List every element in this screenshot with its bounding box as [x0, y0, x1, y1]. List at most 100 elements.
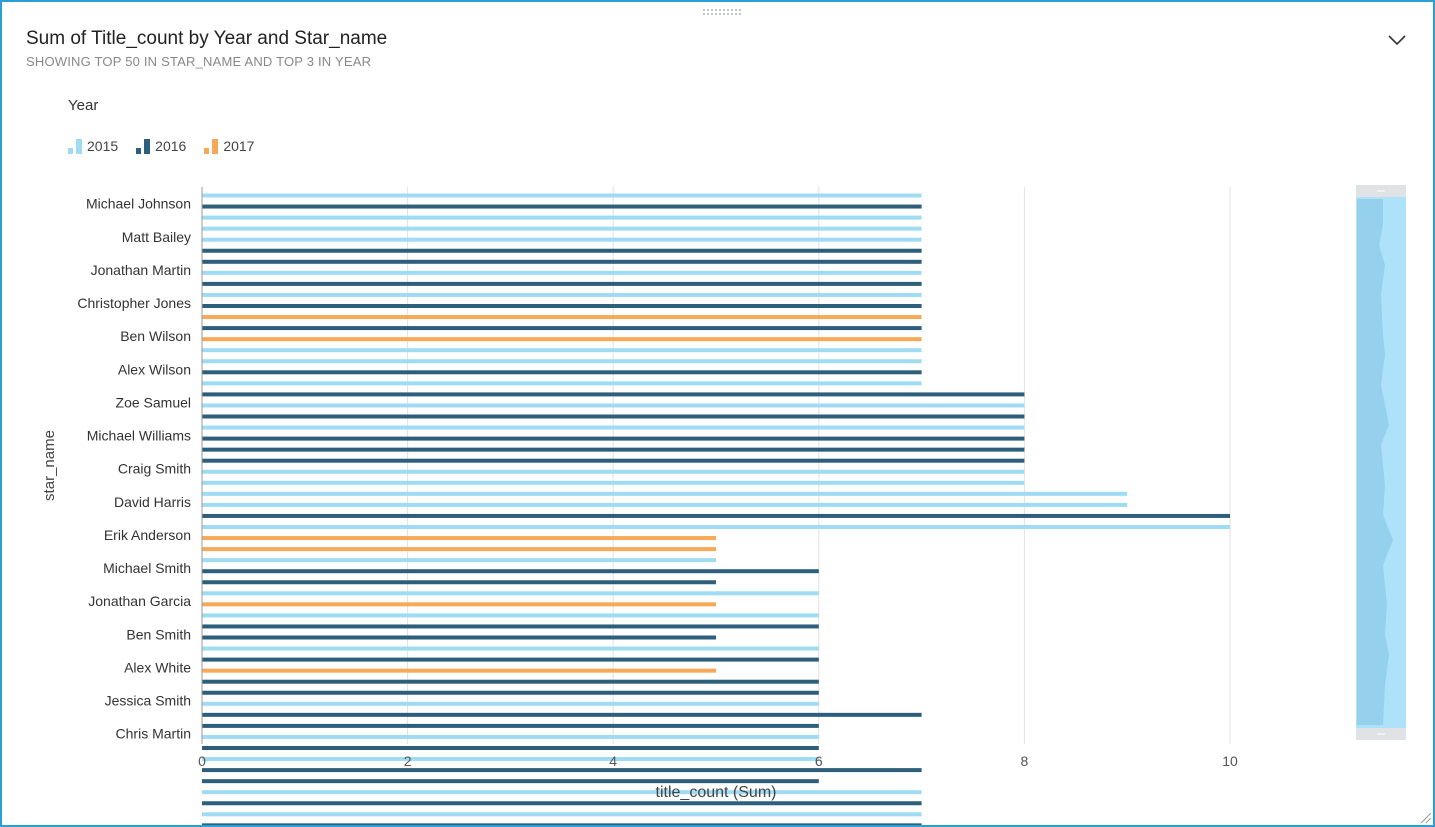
y-tick-label: Jessica Smith: [105, 693, 191, 709]
bar: [202, 381, 922, 386]
bar: [202, 591, 819, 596]
bar: [202, 480, 1025, 485]
scroll-preview: [1357, 199, 1393, 725]
bar: [202, 701, 819, 706]
bar: [202, 790, 922, 795]
bar: [202, 304, 922, 308]
bar: [202, 237, 922, 242]
y-tick-label: Erik Anderson: [104, 527, 191, 543]
bar: [202, 270, 922, 275]
legend-label: 2016: [155, 138, 187, 154]
bar: [202, 657, 819, 662]
chevron-down-icon[interactable]: [1386, 32, 1408, 48]
bar: [202, 580, 716, 585]
y-tick-label: Alex White: [124, 659, 191, 675]
resize-handle-icon[interactable]: [1418, 810, 1432, 824]
legend: 2015 2016 2017: [68, 138, 254, 154]
bar: [202, 569, 819, 574]
bar: [202, 337, 922, 342]
y-tick-label: Michael Smith: [103, 560, 191, 576]
legend-title: Year: [68, 97, 99, 114]
legend-swatch-icon: [136, 138, 151, 154]
drag-handle-icon[interactable]: [702, 8, 742, 18]
legend-swatch-icon: [68, 138, 83, 154]
bar: [202, 403, 1025, 408]
bar: [202, 679, 819, 684]
bar: [202, 436, 1025, 441]
bar: [202, 502, 1128, 507]
legend-label: 2015: [87, 138, 119, 154]
y-tick-label: Craig Smith: [118, 461, 191, 477]
x-tick-label: 6: [815, 753, 823, 769]
y-tick-label: Ben Wilson: [120, 328, 191, 344]
y-tick-label: David Harris: [114, 494, 191, 510]
legend-label: 2017: [223, 138, 255, 154]
bar: [202, 193, 922, 198]
y-axis-title: star_name: [41, 430, 58, 501]
bar: [202, 292, 922, 297]
y-tick-label: Michael Johnson: [86, 196, 191, 212]
x-tick-label: 10: [1222, 753, 1238, 769]
bar: [202, 635, 716, 640]
bar: [202, 690, 819, 695]
y-tick-label: Jonathan Garcia: [88, 593, 191, 609]
bar: [202, 425, 1025, 430]
bar: [202, 779, 819, 784]
y-tick-label: Matt Bailey: [122, 229, 191, 245]
legend-item-2016[interactable]: 2016: [136, 138, 186, 154]
x-tick-label: 8: [1021, 753, 1029, 769]
bar: [202, 248, 922, 253]
bar: [202, 204, 922, 209]
bar: [202, 348, 922, 353]
bar: [202, 812, 922, 817]
bar: [202, 734, 819, 739]
bar: [202, 746, 819, 750]
bar: [202, 259, 922, 264]
legend-swatch-icon: [204, 138, 219, 154]
x-tick-label: 4: [609, 753, 617, 769]
bar: [202, 414, 1025, 419]
bar: [202, 525, 1230, 529]
bar: [202, 801, 922, 806]
bar: [202, 281, 922, 286]
y-tick-label: Michael Williams: [87, 428, 191, 444]
legend-item-2015[interactable]: 2015: [68, 138, 118, 154]
y-tick-label: Ben Smith: [126, 626, 191, 642]
bar: [202, 326, 922, 331]
y-tick-label: Alex Wilson: [118, 361, 191, 377]
legend-item-2017[interactable]: 2017: [204, 138, 254, 154]
y-tick-label: Chris Martin: [116, 726, 191, 742]
x-tick-label: 0: [198, 753, 206, 769]
vertical-scrollbar[interactable]: [1355, 185, 1407, 740]
bar: [202, 757, 819, 762]
y-tick-label: Jonathan Martin: [91, 262, 191, 278]
bar: [202, 359, 922, 364]
bar: [202, 823, 922, 825]
bar: [202, 547, 716, 552]
x-tick-label: 2: [404, 753, 412, 769]
bar: [202, 469, 1025, 474]
bar: [202, 215, 922, 220]
bar: [202, 315, 922, 320]
y-tick-label: Zoe Samuel: [116, 394, 191, 410]
chart-title: Sum of Title_count by Year and Star_name: [26, 28, 388, 49]
bar: [202, 226, 922, 231]
y-tick-label: Christopher Jones: [77, 295, 191, 311]
bar: [202, 370, 922, 375]
bar: [202, 458, 1025, 463]
bar: [202, 536, 716, 541]
x-axis-title: title_count (Sum): [656, 784, 777, 801]
chart-subtitle: SHOWING TOP 50 IN STAR_NAME AND TOP 3 IN…: [26, 54, 372, 69]
bar: [202, 447, 1025, 452]
bar: [202, 712, 922, 717]
bar: [202, 646, 819, 651]
bar: [202, 491, 1128, 496]
bar: [202, 558, 716, 563]
bar: [202, 723, 819, 728]
bar: [202, 668, 716, 673]
bar: [202, 768, 922, 773]
bar: [202, 602, 716, 607]
bar: [202, 613, 819, 618]
